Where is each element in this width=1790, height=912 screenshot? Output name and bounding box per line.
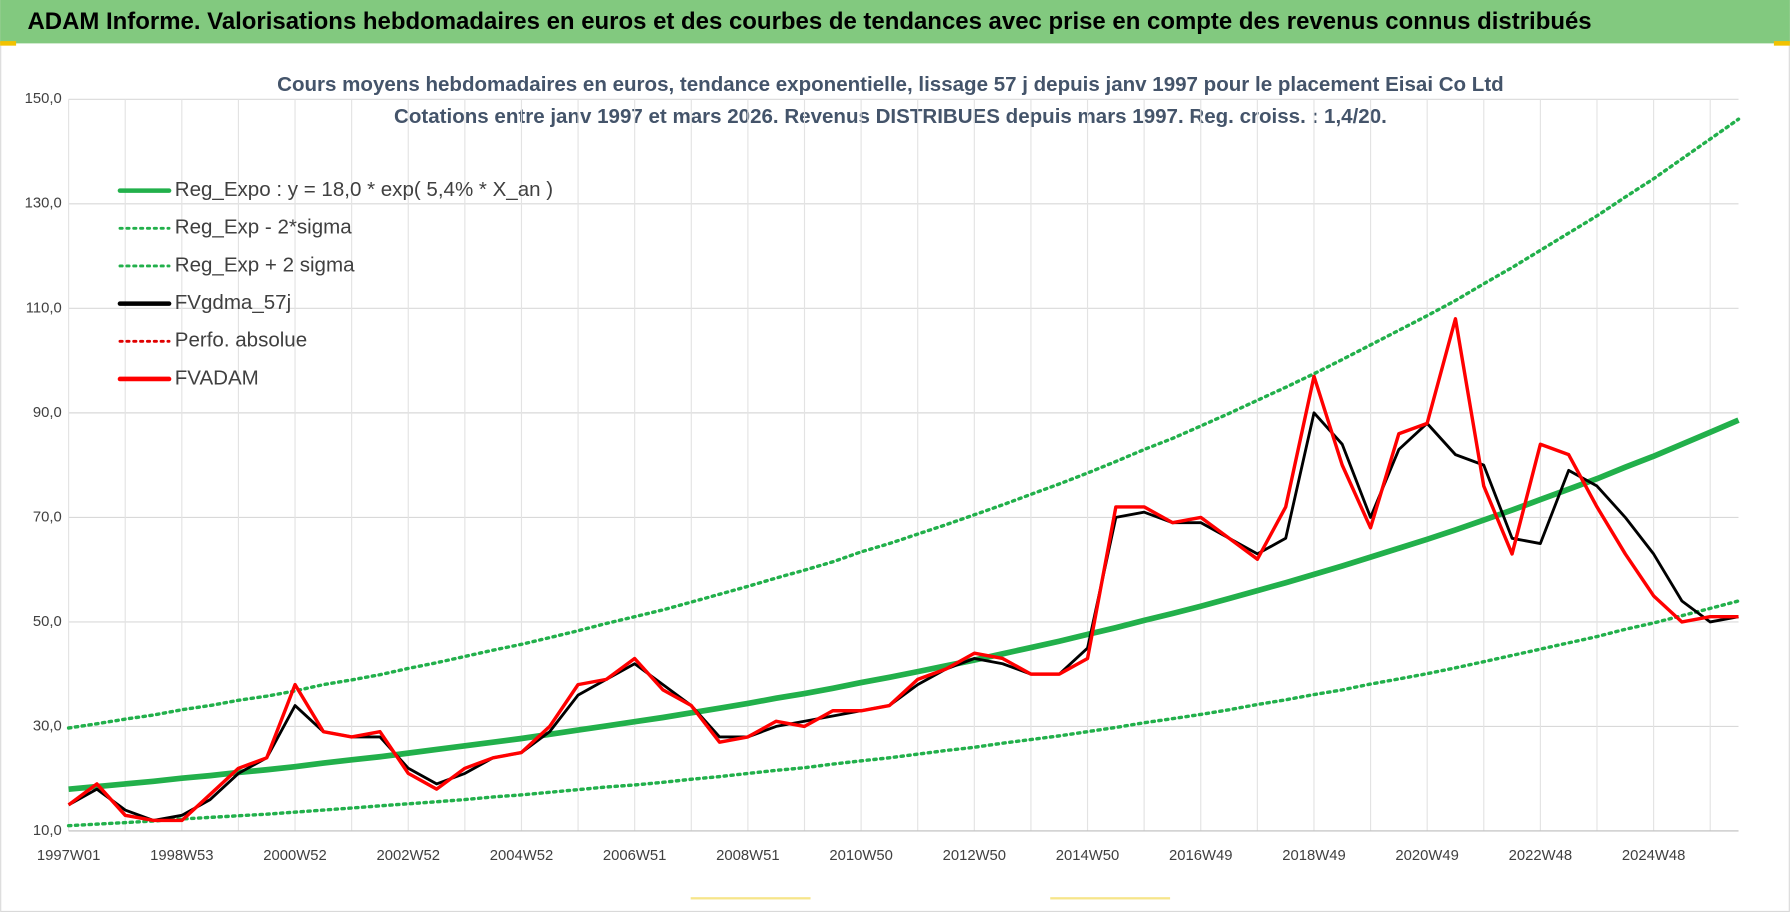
grid: 10,0 30,0 50,0 70,0 90,0 110,0 130,0 150,0 1997W… [25, 91, 1739, 864]
corner-mark [0, 41, 17, 46]
series-line [67, 317, 1739, 823]
corner-mark [1773, 41, 1790, 46]
x-tick-label: 2012W50 [943, 848, 1006, 864]
decor [1050, 897, 1171, 900]
y-tick-label: 30,0 [33, 718, 62, 734]
x-tick-label: 2022W48 [1509, 848, 1572, 864]
x-tick-label: 2024W48 [1622, 848, 1685, 864]
legend-label: FVgdma_57j [175, 291, 291, 314]
x-tick-label: 2008W51 [716, 848, 779, 864]
series-line [66, 117, 1741, 730]
y-tick-label: 90,0 [33, 405, 62, 421]
x-tick-label: 2018W49 [1282, 848, 1345, 864]
x-tick-label: 2006W51 [603, 848, 666, 864]
y-tick-label: 70,0 [33, 509, 62, 525]
legend-label: Perfo. absolue [175, 329, 307, 352]
legend-label: Reg_Exp - 2*sigma [175, 216, 352, 239]
x-tick-label: 2004W52 [490, 848, 553, 864]
x-tick-label: 2002W52 [377, 848, 440, 864]
x-tick-label: 2010W50 [829, 848, 892, 864]
y-tick-label: 10,0 [33, 823, 62, 839]
x-tick-label: 2020W49 [1395, 848, 1458, 864]
series-line [68, 417, 1740, 793]
legend-label: FVADAM [175, 366, 259, 389]
chart-title: Cours moyens hebdomadaires en euros, ten… [277, 73, 1504, 96]
legend-label: Reg_Expo : y = 18,0 * exp( 5,4% * X_an ) [175, 178, 553, 201]
legend-label: Reg_Exp + 2 sigma [175, 253, 355, 276]
plot [66, 117, 1741, 828]
x-tick-label: 1998W53 [150, 848, 213, 864]
y-tick-label: 50,0 [33, 614, 62, 630]
series-line [66, 599, 1741, 828]
header-bar [0, 0, 1790, 44]
y-tick-label: 110,0 [26, 300, 62, 316]
x-tick-label: 2014W50 [1056, 848, 1119, 864]
y-tick-label: 150,0 [25, 91, 62, 107]
x-tick-label: 2016W49 [1169, 848, 1232, 864]
legend: Reg_Expo : y = 18,0 * exp( 5,4% * X_an )… [117, 178, 553, 389]
y-tick-label: 130,0 [25, 196, 62, 212]
decor [690, 897, 811, 900]
chart-subtitle: Cotations entre janv 1997 et mars 2026. … [394, 105, 1387, 128]
x-tick-label: 2000W52 [263, 848, 326, 864]
x-tick-label: 1997W01 [37, 848, 100, 864]
header-title: ADAM Informe. Valorisations hebdomadaire… [28, 8, 1592, 35]
